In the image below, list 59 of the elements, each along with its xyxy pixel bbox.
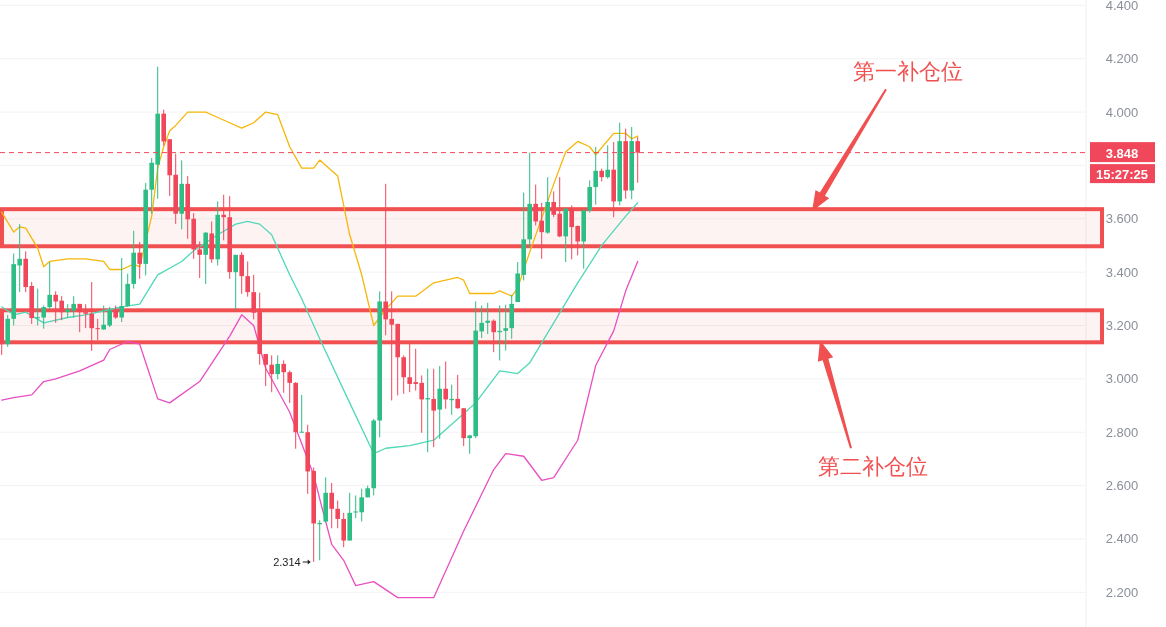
candlestick [437,365,442,440]
y-tick-label: 3.600 [1105,211,1139,227]
candlestick [431,368,436,448]
y-tick-label: 4.200 [1105,51,1139,67]
candlestick [119,257,124,323]
line-series [1,260,639,599]
line-series [1,111,639,327]
candlestick [95,318,100,341]
y-tick-label: 4.000 [1105,104,1139,120]
candlestick [53,290,58,324]
candlestick [341,512,346,548]
candlestick [83,303,88,329]
candlestick [59,295,64,321]
candlestick [89,281,94,352]
band-label: 第一补仓位 [853,59,963,85]
y-tick-label: 2.800 [1105,424,1139,440]
text: 15:27:25 [1095,166,1149,182]
candlestick [125,273,130,308]
candlestick [281,359,286,394]
candlestick [335,500,340,529]
candlestick [605,144,610,180]
candlestick [401,354,406,395]
candlestick [47,261,52,310]
candlestick [455,374,460,410]
candlestick [491,318,496,353]
y-tick-label: 4.400 [1105,0,1139,13]
candlestick [383,183,388,336]
candlestick [245,260,250,298]
candlestick [263,353,268,387]
candlestick [533,184,538,226]
candlestick [287,370,292,404]
candlestick [203,231,208,285]
y-tick-label: 3.200 [1105,318,1139,334]
candlestick [197,240,202,279]
y-tick-label: 2.400 [1105,531,1139,547]
candlestick [593,146,598,206]
ref-line-label: 3.848 [1105,145,1139,161]
candlestick [77,303,82,333]
candlestick [485,302,490,335]
candlestick [479,305,484,339]
candlestick [239,251,244,295]
y-tick-label: 3.400 [1105,264,1139,280]
candlestick [299,394,304,433]
y-tick-label: 3.000 [1105,371,1139,387]
candlestick [503,304,508,352]
candlestick [275,354,280,380]
candlestick [539,202,544,260]
y-tick-label: 2.600 [1105,478,1139,494]
candlestick [221,194,226,241]
annotation: 2.314 [273,555,301,568]
candlestick [329,482,334,529]
candlestick [269,354,274,393]
candlestick [137,241,142,280]
y-tick-label: 2.200 [1105,584,1139,600]
candlestick [443,361,448,410]
candlestick [587,179,592,214]
candlestick [233,254,238,310]
line-series [1,202,639,455]
band-label: 第二补仓位 [818,454,928,480]
